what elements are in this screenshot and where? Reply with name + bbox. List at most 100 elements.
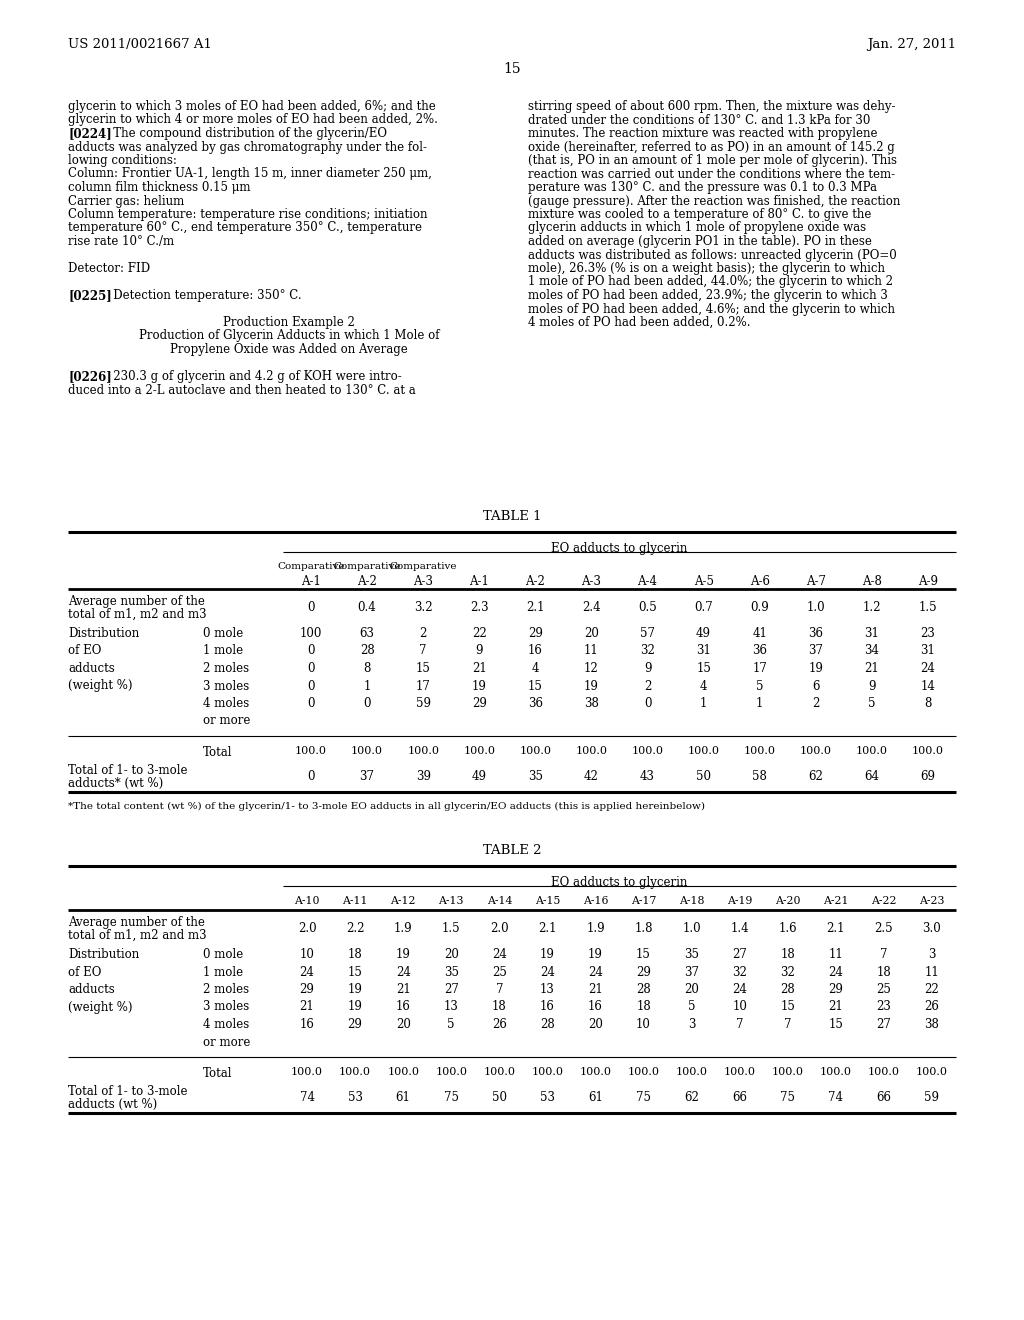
Text: 0: 0 <box>644 697 651 710</box>
Text: 21: 21 <box>588 983 603 997</box>
Text: A-11: A-11 <box>342 896 368 906</box>
Text: 24: 24 <box>732 983 748 997</box>
Text: US 2011/0021667 A1: US 2011/0021667 A1 <box>68 38 212 51</box>
Text: 1: 1 <box>364 680 371 693</box>
Text: 19: 19 <box>348 983 362 997</box>
Text: 1.5: 1.5 <box>919 601 937 614</box>
Text: Total of 1- to 3-mole: Total of 1- to 3-mole <box>68 1085 187 1098</box>
Text: 3.0: 3.0 <box>923 921 941 935</box>
Text: adducts was distributed as follows: unreacted glycerin (PO=0: adducts was distributed as follows: unre… <box>528 248 897 261</box>
Text: 11: 11 <box>925 965 939 978</box>
Text: 18: 18 <box>348 948 362 961</box>
Text: (that is, PO in an amount of 1 mole per mole of glycerin). This: (that is, PO in an amount of 1 mole per … <box>528 154 897 168</box>
Text: 15: 15 <box>636 948 651 961</box>
Text: glycerin to which 3 moles of EO had been added, 6%; and the: glycerin to which 3 moles of EO had been… <box>68 100 436 114</box>
Text: 43: 43 <box>640 770 655 783</box>
Text: 0.9: 0.9 <box>751 601 769 614</box>
Text: 36: 36 <box>808 627 823 640</box>
Text: 1.5: 1.5 <box>442 921 461 935</box>
Text: 0.7: 0.7 <box>694 601 713 614</box>
Text: Production Example 2: Production Example 2 <box>223 315 355 329</box>
Text: 1 mole: 1 mole <box>203 965 243 978</box>
Text: 100.0: 100.0 <box>519 746 551 756</box>
Text: 29: 29 <box>636 965 651 978</box>
Text: 62: 62 <box>808 770 823 783</box>
Text: lowing conditions:: lowing conditions: <box>68 154 177 168</box>
Text: TABLE 1: TABLE 1 <box>482 510 542 523</box>
Text: 75: 75 <box>780 1092 796 1104</box>
Text: 14: 14 <box>921 680 935 693</box>
Text: 24: 24 <box>540 965 555 978</box>
Text: A-10: A-10 <box>294 896 319 906</box>
Text: 35: 35 <box>528 770 543 783</box>
Text: 0 mole: 0 mole <box>203 948 244 961</box>
Text: 100.0: 100.0 <box>531 1067 563 1077</box>
Text: 66: 66 <box>732 1092 748 1104</box>
Text: (weight %): (weight %) <box>68 680 132 693</box>
Text: 62: 62 <box>684 1092 699 1104</box>
Text: 0: 0 <box>364 697 371 710</box>
Text: EO adducts to glycerin: EO adducts to glycerin <box>551 543 688 554</box>
Text: A-18: A-18 <box>679 896 705 906</box>
Text: 35: 35 <box>684 948 699 961</box>
Text: A-2: A-2 <box>525 576 546 587</box>
Text: adducts was analyzed by gas chromatography under the fol-: adducts was analyzed by gas chromatograp… <box>68 140 427 153</box>
Text: 9: 9 <box>475 644 483 657</box>
Text: 0: 0 <box>307 680 314 693</box>
Text: 16: 16 <box>540 1001 555 1014</box>
Text: adducts: adducts <box>68 663 115 675</box>
Text: 38: 38 <box>584 697 599 710</box>
Text: A-8: A-8 <box>862 576 882 587</box>
Text: The compound distribution of the glycerin/EO: The compound distribution of the glyceri… <box>101 127 387 140</box>
Text: 66: 66 <box>877 1092 892 1104</box>
Text: 100.0: 100.0 <box>820 1067 852 1077</box>
Text: 19: 19 <box>588 948 603 961</box>
Text: of EO: of EO <box>68 965 101 978</box>
Text: 25: 25 <box>492 965 507 978</box>
Text: 29: 29 <box>472 697 486 710</box>
Text: adducts (wt %): adducts (wt %) <box>68 1098 158 1111</box>
Text: 3 moles: 3 moles <box>203 1001 249 1014</box>
Text: 3 moles: 3 moles <box>203 680 249 693</box>
Text: 16: 16 <box>395 1001 411 1014</box>
Text: moles of PO had been added, 4.6%; and the glycerin to which: moles of PO had been added, 4.6%; and th… <box>528 302 895 315</box>
Text: 16: 16 <box>588 1001 603 1014</box>
Text: A-23: A-23 <box>920 896 945 906</box>
Text: A-2: A-2 <box>357 576 377 587</box>
Text: A-15: A-15 <box>535 896 560 906</box>
Text: 22: 22 <box>472 627 486 640</box>
Text: 5: 5 <box>756 680 764 693</box>
Text: 8: 8 <box>364 663 371 675</box>
Text: 31: 31 <box>696 644 711 657</box>
Text: 15: 15 <box>416 663 431 675</box>
Text: 53: 53 <box>540 1092 555 1104</box>
Text: 18: 18 <box>492 1001 507 1014</box>
Text: 7: 7 <box>881 948 888 961</box>
Text: 100.0: 100.0 <box>632 746 664 756</box>
Text: A-21: A-21 <box>823 896 849 906</box>
Text: 15: 15 <box>348 965 362 978</box>
Text: minutes. The reaction mixture was reacted with propylene: minutes. The reaction mixture was reacte… <box>528 127 878 140</box>
Text: 24: 24 <box>492 948 507 961</box>
Text: 2.1: 2.1 <box>526 601 545 614</box>
Text: 100.0: 100.0 <box>408 746 439 756</box>
Text: A-5: A-5 <box>693 576 714 587</box>
Text: 100.0: 100.0 <box>743 746 776 756</box>
Text: 5: 5 <box>447 1018 455 1031</box>
Text: 21: 21 <box>300 1001 314 1014</box>
Text: reaction was carried out under the conditions where the tem-: reaction was carried out under the condi… <box>528 168 895 181</box>
Text: 1.6: 1.6 <box>778 921 797 935</box>
Text: 2.0: 2.0 <box>298 921 316 935</box>
Text: 1.4: 1.4 <box>730 921 749 935</box>
Text: 20: 20 <box>395 1018 411 1031</box>
Text: [0224]: [0224] <box>68 127 112 140</box>
Text: 21: 21 <box>828 1001 843 1014</box>
Text: 8: 8 <box>925 697 932 710</box>
Text: total of m1, m2 and m3: total of m1, m2 and m3 <box>68 929 207 942</box>
Text: 100.0: 100.0 <box>688 746 720 756</box>
Text: 28: 28 <box>540 1018 555 1031</box>
Text: 100.0: 100.0 <box>915 1067 948 1077</box>
Text: 100.0: 100.0 <box>724 1067 756 1077</box>
Text: 37: 37 <box>684 965 699 978</box>
Text: 35: 35 <box>443 965 459 978</box>
